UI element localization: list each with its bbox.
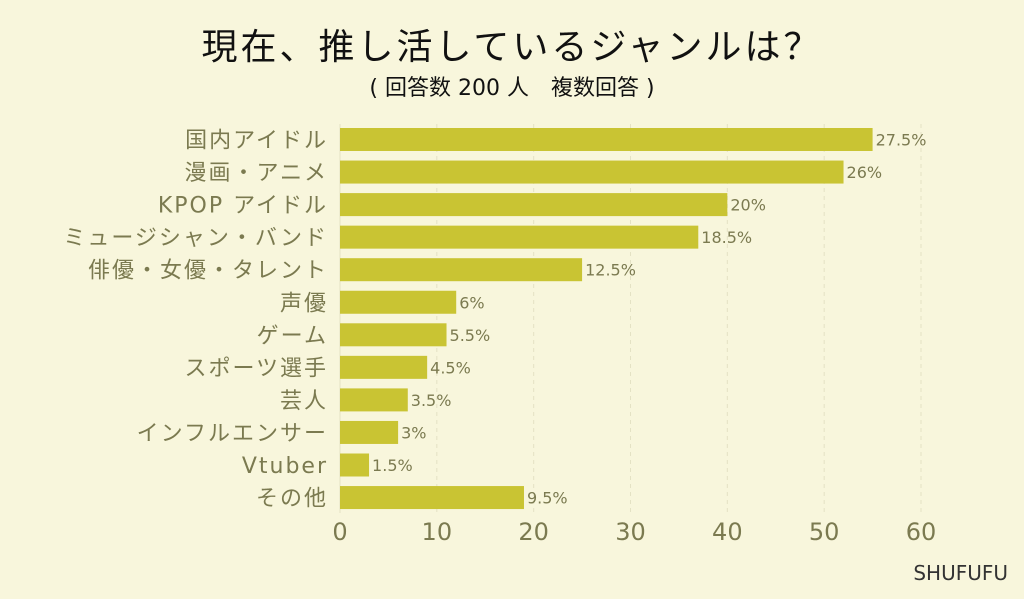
category-label: インフルエンサー xyxy=(137,421,328,446)
data-label: 18.5% xyxy=(701,228,752,247)
data-label: 26% xyxy=(847,163,883,182)
data-label: 27.5% xyxy=(876,131,927,150)
data-label: 6% xyxy=(459,293,484,312)
data-label: 3% xyxy=(401,423,426,442)
data-label: 3.5% xyxy=(411,391,452,410)
bar xyxy=(340,323,447,347)
x-tick-label: 20 xyxy=(518,518,549,546)
category-label: 国内アイドル xyxy=(185,129,328,154)
x-tick-label: 50 xyxy=(809,518,840,546)
bar xyxy=(340,290,457,314)
category-label: 漫画・アニメ xyxy=(184,161,328,186)
bar xyxy=(340,225,699,249)
data-label: 20% xyxy=(730,196,766,215)
credit: SHUFUFU xyxy=(913,561,1008,585)
x-tick-label: 0 xyxy=(332,518,347,546)
bar xyxy=(340,453,370,477)
x-tick-label: 10 xyxy=(422,518,453,546)
bar xyxy=(340,193,728,217)
data-label: 1.5% xyxy=(372,456,413,475)
bar xyxy=(340,160,844,184)
category-label: ミュージシャン・バンド xyxy=(63,226,328,251)
category-label: スポーツ選手 xyxy=(184,356,328,381)
x-tick-label: 30 xyxy=(615,518,646,546)
category-label: 芸人 xyxy=(280,389,328,414)
bar xyxy=(340,355,428,379)
data-label: 4.5% xyxy=(430,358,471,377)
bar xyxy=(340,128,873,151)
category-label: KPOP アイドル xyxy=(158,194,328,219)
bar xyxy=(340,258,583,282)
data-label: 12.5% xyxy=(585,261,636,280)
category-label: その他 xyxy=(256,487,328,512)
x-tick-label: 60 xyxy=(906,518,937,546)
data-label: 9.5% xyxy=(527,489,568,508)
category-label: 俳優・女優・タレント xyxy=(88,259,328,284)
data-label: 5.5% xyxy=(450,326,491,345)
bar xyxy=(340,388,408,412)
x-tick-label: 40 xyxy=(712,518,743,546)
chart-subtitle: ( 回答数 200 人 複数回答 ) xyxy=(369,76,655,101)
category-label: ゲーム xyxy=(257,324,328,349)
bar xyxy=(340,420,399,444)
bar xyxy=(340,486,524,510)
chart-title: 現在、推し活しているジャンルは？ xyxy=(201,27,823,68)
category-label: 声優 xyxy=(280,291,328,316)
category-label: Vtuber xyxy=(242,454,328,479)
